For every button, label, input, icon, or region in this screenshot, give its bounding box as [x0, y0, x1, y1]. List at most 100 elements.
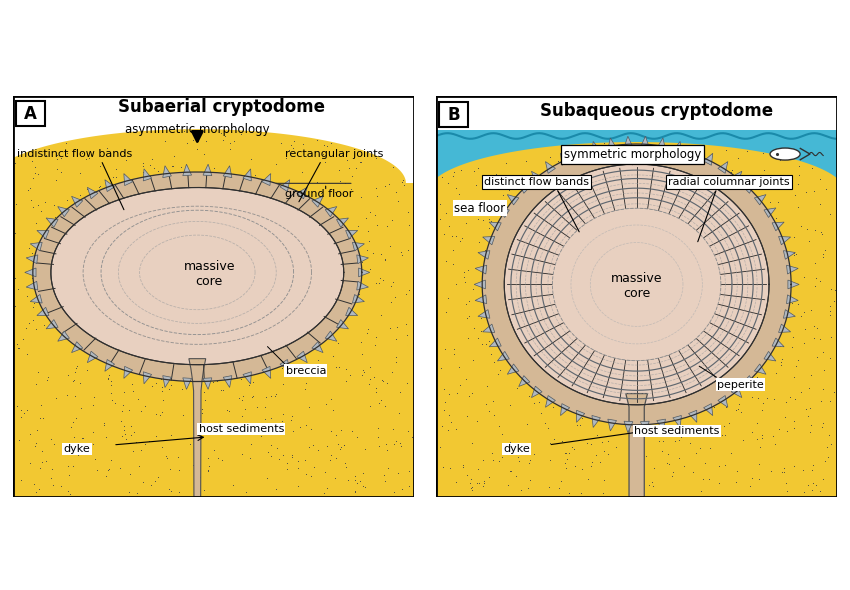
Polygon shape: [144, 169, 151, 181]
Polygon shape: [353, 294, 365, 303]
Polygon shape: [357, 281, 368, 290]
Polygon shape: [33, 172, 362, 382]
Polygon shape: [673, 415, 682, 428]
Polygon shape: [552, 208, 721, 360]
Polygon shape: [326, 206, 337, 217]
Polygon shape: [31, 294, 42, 303]
Polygon shape: [26, 281, 38, 290]
Polygon shape: [483, 237, 495, 245]
Polygon shape: [58, 331, 70, 341]
Polygon shape: [46, 218, 58, 227]
Polygon shape: [428, 142, 845, 192]
Polygon shape: [280, 359, 290, 371]
Polygon shape: [162, 376, 172, 388]
Polygon shape: [731, 171, 742, 183]
Polygon shape: [576, 146, 585, 159]
Polygon shape: [183, 378, 191, 389]
Polygon shape: [673, 142, 682, 153]
Polygon shape: [359, 268, 370, 277]
Text: Subaerial cryptodome: Subaerial cryptodome: [118, 98, 325, 116]
Polygon shape: [608, 138, 616, 150]
Polygon shape: [224, 376, 232, 388]
Polygon shape: [504, 164, 769, 405]
Text: massive
core: massive core: [611, 273, 662, 300]
Polygon shape: [478, 251, 490, 259]
Text: B: B: [447, 106, 460, 124]
Polygon shape: [518, 182, 530, 194]
Polygon shape: [482, 144, 791, 425]
Text: breccia: breccia: [286, 366, 326, 376]
Polygon shape: [704, 153, 713, 165]
Polygon shape: [189, 359, 206, 497]
Polygon shape: [546, 395, 555, 407]
Polygon shape: [497, 208, 509, 218]
Ellipse shape: [770, 148, 800, 160]
Polygon shape: [772, 338, 784, 347]
Polygon shape: [560, 404, 570, 415]
Polygon shape: [657, 419, 666, 431]
Polygon shape: [490, 338, 502, 347]
Text: distinct flow bands: distinct flow bands: [484, 177, 589, 187]
Polygon shape: [688, 146, 697, 159]
Text: indistinct flow bands: indistinct flow bands: [17, 149, 133, 159]
Polygon shape: [531, 386, 542, 398]
Text: peperite: peperite: [717, 380, 763, 390]
Polygon shape: [688, 410, 697, 422]
Polygon shape: [337, 218, 348, 227]
Polygon shape: [784, 310, 796, 318]
Polygon shape: [786, 295, 798, 304]
Text: host sediments: host sediments: [634, 426, 719, 436]
Text: dyke: dyke: [503, 444, 530, 454]
Polygon shape: [243, 169, 252, 181]
Polygon shape: [262, 173, 271, 186]
Polygon shape: [704, 404, 713, 415]
Polygon shape: [592, 415, 600, 428]
Polygon shape: [0, 129, 414, 183]
Polygon shape: [788, 280, 799, 289]
Text: asymmetric morphology: asymmetric morphology: [125, 123, 269, 136]
Polygon shape: [507, 195, 518, 205]
Bar: [436, 192, 837, 497]
Text: A: A: [24, 104, 37, 123]
Polygon shape: [755, 195, 766, 205]
Polygon shape: [144, 372, 151, 384]
Polygon shape: [624, 136, 633, 148]
Polygon shape: [624, 421, 633, 432]
Polygon shape: [744, 182, 755, 194]
Polygon shape: [744, 376, 755, 386]
Polygon shape: [71, 342, 82, 353]
Text: dyke: dyke: [64, 444, 90, 454]
Bar: [13, 183, 414, 497]
Polygon shape: [25, 268, 36, 277]
Bar: [439, 102, 468, 127]
Text: massive
core: massive core: [184, 260, 235, 289]
Bar: [16, 101, 45, 126]
Polygon shape: [71, 196, 82, 207]
Polygon shape: [779, 324, 790, 332]
Polygon shape: [31, 242, 42, 251]
Polygon shape: [518, 376, 530, 386]
Polygon shape: [124, 366, 133, 378]
Polygon shape: [312, 196, 323, 207]
Polygon shape: [718, 395, 728, 407]
Polygon shape: [718, 162, 728, 173]
Text: host sediments: host sediments: [199, 424, 284, 434]
Polygon shape: [353, 242, 365, 251]
Polygon shape: [764, 208, 776, 218]
Polygon shape: [346, 307, 358, 316]
Polygon shape: [312, 342, 323, 353]
Polygon shape: [764, 352, 776, 361]
Polygon shape: [203, 378, 212, 389]
Polygon shape: [531, 171, 542, 183]
Polygon shape: [58, 206, 70, 217]
Text: rectangular joints: rectangular joints: [285, 149, 382, 159]
Text: ground floor: ground floor: [286, 189, 354, 199]
Polygon shape: [37, 231, 49, 239]
Polygon shape: [657, 138, 666, 150]
Polygon shape: [101, 210, 293, 335]
Polygon shape: [731, 386, 742, 398]
Polygon shape: [475, 266, 487, 274]
Text: Subaqueous cryptodome: Subaqueous cryptodome: [540, 102, 774, 120]
Polygon shape: [262, 366, 271, 378]
Polygon shape: [755, 364, 766, 374]
